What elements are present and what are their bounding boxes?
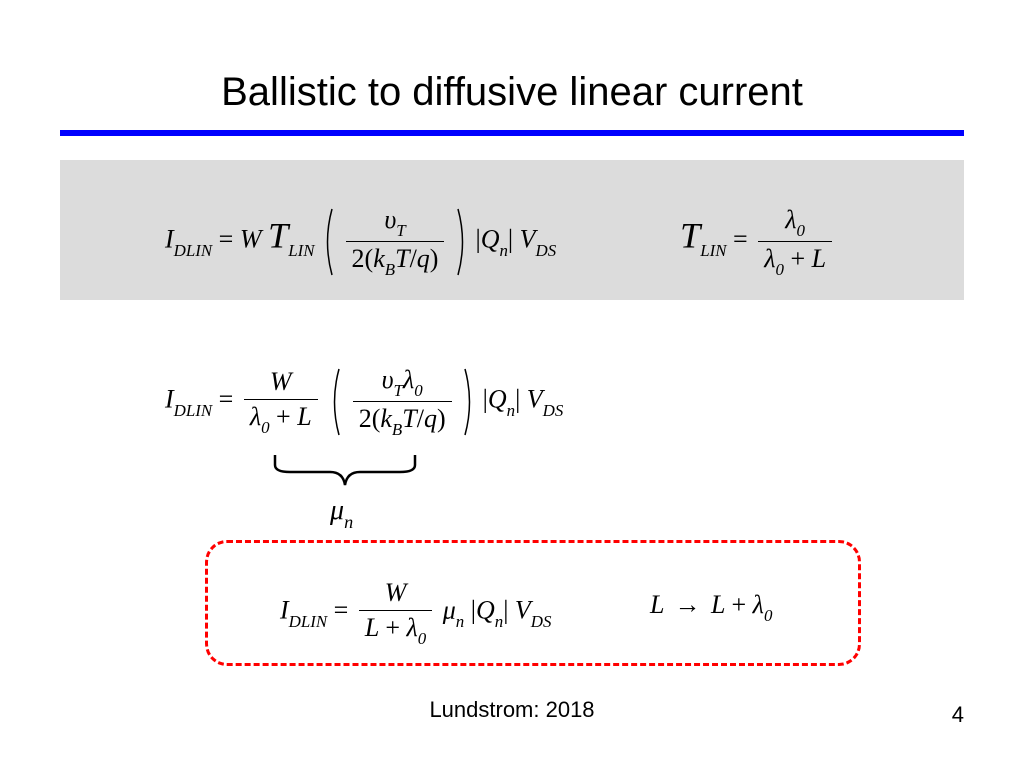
- sym-V: V: [520, 225, 536, 254]
- slide: Ballistic to diffusive linear current ID…: [0, 0, 1024, 768]
- sym-q2: q: [424, 404, 437, 433]
- sym-03: 0: [261, 418, 269, 437]
- sym-T2: T: [395, 244, 409, 273]
- sym-k: k: [373, 244, 385, 273]
- fraction-5: W L + λ0: [359, 578, 432, 647]
- sym-L: L: [812, 244, 826, 273]
- equation-3-right: L → L + λ0: [650, 590, 772, 624]
- sym-upsilon: υ: [384, 205, 396, 234]
- sym-W: W: [240, 225, 262, 254]
- sym-mu-n: n: [344, 512, 353, 532]
- underbrace-icon: [270, 450, 420, 495]
- sym-q: q: [417, 244, 430, 273]
- sym-W3: W: [385, 578, 407, 607]
- fraction-4: υTλ0 2(kBT/q): [353, 365, 452, 438]
- sym-lambda3: λ: [250, 402, 261, 431]
- arrow-icon: →: [671, 590, 705, 619]
- sym-lambda2: λ: [764, 244, 775, 273]
- sym-06: 0: [764, 606, 772, 625]
- sym-V3: V: [515, 596, 531, 625]
- sym-I3: I: [280, 596, 289, 625]
- sym-L3: L: [365, 613, 379, 642]
- sym-n2: n: [507, 401, 515, 420]
- rparen-large-icon-2: [462, 367, 476, 437]
- sym-Q: Q: [481, 225, 500, 254]
- sym-lambda6: λ: [753, 590, 764, 619]
- lparen-large-icon: [321, 207, 335, 277]
- sym-lambda: λ: [785, 205, 796, 234]
- sym-L2: L: [297, 402, 311, 431]
- sym-n4: n: [495, 612, 503, 631]
- sym-2: 2: [352, 244, 365, 273]
- equation-3-left: IDLIN = W L + λ0 μn |Qn| VDS: [280, 578, 551, 647]
- equation-1-right: TLIN = λ0 λ0 + L: [680, 205, 836, 278]
- sym-T4: T: [402, 404, 416, 433]
- sym-W2: W: [270, 367, 292, 396]
- sym-plus4: +: [732, 590, 747, 619]
- sym-V2: V: [527, 385, 543, 414]
- fraction-2: λ0 λ0 + L: [758, 205, 832, 278]
- sym-L4: L: [650, 590, 664, 619]
- sym-bar2: |: [508, 225, 513, 254]
- sym-Tscript2: T: [680, 216, 700, 256]
- mu-n-label: μn: [330, 495, 353, 531]
- sym-slash: /: [410, 244, 417, 273]
- sym-bar6: |: [503, 596, 508, 625]
- sym-T: T: [396, 221, 405, 240]
- sym-02: 0: [775, 260, 783, 279]
- sym-05: 0: [418, 629, 426, 648]
- sym-DLIN: DLIN: [174, 241, 212, 260]
- fraction-3: W λ0 + L: [244, 367, 318, 436]
- equation-1-left: IDLIN = W TLIN υT 2(kBT/q) |Qn| VDS: [165, 205, 556, 278]
- rparen-large-icon: [455, 207, 469, 277]
- sym-lambda5: λ: [407, 613, 418, 642]
- sym-DLIN3: DLIN: [289, 612, 327, 631]
- sym-n3: n: [456, 612, 464, 631]
- sym-plus2: +: [276, 402, 291, 431]
- sym-DS: DS: [536, 241, 557, 260]
- sym-DLIN2: DLIN: [174, 401, 212, 420]
- sym-DS3: DS: [531, 612, 552, 631]
- sym-mu2: μ: [443, 596, 456, 625]
- sym-n: n: [499, 241, 507, 260]
- sym-B: B: [385, 260, 395, 279]
- sym-plus: +: [790, 244, 805, 273]
- sym-L5: L: [711, 590, 725, 619]
- sym-0: 0: [797, 221, 805, 240]
- title-underline: [60, 130, 964, 136]
- sym-T3: T: [394, 381, 403, 400]
- lparen-large-icon-2: [328, 367, 342, 437]
- footer-text: Lundstrom: 2018: [0, 697, 1024, 723]
- sym-eq: =: [219, 225, 234, 254]
- sym-eq3: =: [219, 385, 234, 414]
- fraction: υT 2(kBT/q): [346, 205, 445, 278]
- page-title: Ballistic to diffusive linear current: [0, 70, 1024, 115]
- sym-eq4: =: [334, 596, 349, 625]
- sym-LIN: LIN: [288, 241, 314, 260]
- sym-Q2: Q: [488, 385, 507, 414]
- sym-plus3: +: [385, 613, 400, 642]
- sym-Tscript: T: [268, 216, 288, 256]
- sym-DS2: DS: [543, 401, 564, 420]
- sym-k2: k: [380, 404, 392, 433]
- sym-I2: I: [165, 385, 174, 414]
- sym-Q3: Q: [476, 596, 495, 625]
- page-number: 4: [952, 702, 964, 728]
- sym-I: I: [165, 225, 174, 254]
- sym-ups2: υ: [382, 365, 394, 394]
- sym-LIN2: LIN: [700, 241, 726, 260]
- sym-lambda4: λ: [403, 365, 414, 394]
- sym-slash2: /: [417, 404, 424, 433]
- sym-eq2: =: [733, 225, 748, 254]
- equation-2: IDLIN = W λ0 + L υTλ0 2(kBT/q) |Qn| VDS: [165, 365, 563, 438]
- sym-mu: μ: [330, 495, 344, 526]
- sym-2b: 2: [359, 404, 372, 433]
- sym-04: 0: [414, 381, 422, 400]
- sym-B2: B: [392, 420, 402, 439]
- sym-bar4: |: [515, 385, 520, 414]
